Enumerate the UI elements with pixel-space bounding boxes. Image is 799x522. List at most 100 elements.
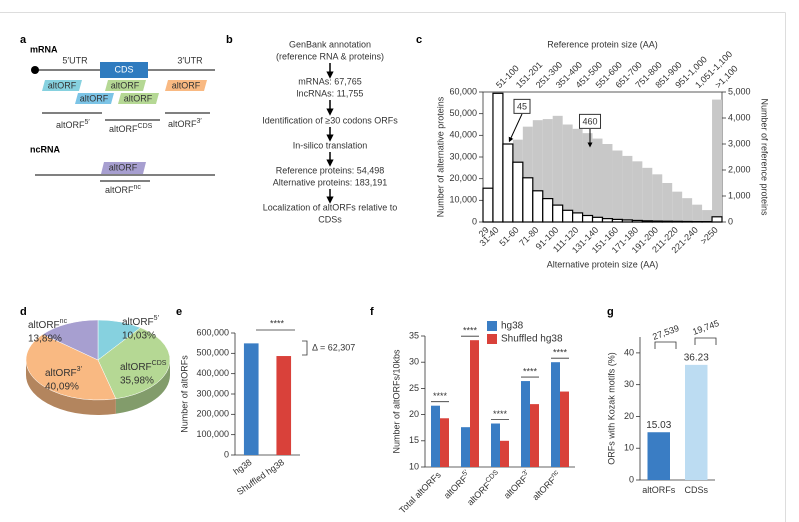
bar — [492, 92, 504, 223]
y2-tick-label: 1,000 — [728, 190, 751, 200]
y-tick-label: 30 — [624, 379, 634, 389]
pie-slice — [97, 327, 171, 400]
y-tick-label: 20,000 — [449, 173, 477, 183]
bar — [685, 364, 708, 480]
y-tick-label: 35 — [409, 330, 419, 340]
slice-value-label: 13,89% — [28, 334, 62, 345]
step-text: GenBank annotation — [289, 39, 371, 49]
bar — [692, 204, 703, 222]
step-text: Reference proteins: 54,498 — [276, 165, 385, 175]
group-sup: CDS — [138, 123, 153, 130]
y2-tick-label: 0 — [728, 216, 733, 226]
bar — [431, 405, 440, 467]
bar — [601, 218, 614, 223]
bar — [652, 174, 663, 222]
annotation: **** — [463, 326, 478, 336]
bar — [582, 133, 593, 222]
panel-label: a — [20, 34, 27, 46]
y-tick-label: 200,000 — [196, 409, 229, 419]
slice-value-label: 10,03% — [122, 331, 156, 342]
bar — [491, 423, 500, 467]
y-tick-label: 100,000 — [196, 429, 229, 439]
panel-label: f — [370, 306, 374, 318]
y-tick-label: 15 — [409, 435, 419, 445]
x-tick-label-base: CDSs — [684, 485, 708, 495]
slice-label-sup: nc — [60, 318, 68, 325]
bar — [622, 155, 633, 222]
y-axis-title: ORFs with Kozak motifs (%) — [606, 352, 616, 465]
bar — [482, 187, 494, 223]
y-tick-label: 30,000 — [449, 151, 477, 161]
y-tick-label: 25 — [409, 383, 419, 393]
bar — [712, 99, 722, 222]
utr-label: 5′UTR — [62, 55, 88, 65]
altorf-box — [118, 93, 159, 104]
value-label: 36.23 — [684, 353, 709, 364]
annotation: 45 — [517, 101, 527, 111]
x-tick-label: 51-60 — [498, 225, 521, 248]
step-text: Alternative proteins: 183,191 — [273, 177, 388, 187]
x-tick-label-base: hg38 — [232, 457, 254, 477]
cap — [31, 66, 39, 74]
y-tick-label: 20 — [409, 409, 419, 419]
bar — [591, 216, 604, 223]
bar — [512, 161, 524, 223]
y-tick-label: 50,000 — [449, 108, 477, 118]
legend-label: Shuffled hg38 — [501, 334, 563, 345]
altorf-label: altORF — [109, 162, 138, 172]
altorf-box — [165, 80, 207, 91]
bar — [532, 120, 543, 222]
pie-slice — [42, 319, 99, 361]
panel-label: c — [416, 34, 422, 46]
annotation-bracket — [302, 340, 308, 356]
bar — [552, 204, 564, 223]
bar — [243, 343, 259, 455]
bar — [500, 440, 509, 467]
annotation: Δ = 62,307 — [312, 342, 355, 352]
x-tick-label-sup: 5′ — [461, 468, 470, 477]
bar — [651, 220, 663, 223]
slice-label: altORFnc — [28, 318, 68, 331]
annotation-bracket — [694, 337, 717, 345]
step-text: In-silico translation — [293, 140, 368, 150]
altorf-label: altORF — [124, 93, 153, 103]
slice-label: altORF5′ — [122, 315, 160, 328]
group-label: altORFnc — [105, 184, 141, 196]
x-tick-label: >250 — [699, 225, 720, 246]
bar — [562, 124, 573, 222]
annotation: **** — [433, 391, 448, 401]
x-tick-label: Total altORFs — [397, 470, 443, 516]
bar — [671, 220, 683, 223]
bar — [602, 144, 613, 222]
slice-label-base: altORF — [120, 362, 152, 373]
panel-label: d — [20, 306, 27, 318]
legend-label: hg38 — [501, 321, 524, 332]
bar — [461, 427, 470, 467]
bar — [530, 404, 539, 467]
step-text: Localization of altORFs relative to — [263, 202, 398, 212]
x-tick-label: altORF3′ — [501, 468, 533, 500]
altorf-label: altORF — [172, 80, 201, 90]
bar — [632, 161, 643, 222]
group-label: altORFCDS — [109, 123, 153, 135]
bar — [581, 214, 594, 223]
bar — [592, 138, 603, 222]
group-label: altORF3′ — [168, 118, 202, 130]
annotation: **** — [493, 409, 508, 419]
y-axis-title: Number of altORFs — [179, 355, 189, 433]
x-tick-label-base: altORFs — [642, 485, 676, 495]
y-tick-label: 10 — [409, 461, 419, 471]
bar — [631, 219, 643, 223]
bar — [562, 209, 574, 223]
value-label: 15.03 — [646, 420, 671, 431]
annotation-box — [578, 113, 602, 129]
panel-label: e — [176, 306, 182, 318]
x2-axis-title: Reference protein size (AA) — [547, 39, 658, 49]
step-text: mRNAs: 67,765 — [298, 76, 362, 86]
x-tick-label-base: Total altORFs — [397, 470, 443, 516]
altorf-label: altORF — [111, 80, 140, 90]
legend-swatch — [487, 321, 497, 331]
y2-tick-label: 3,000 — [728, 138, 751, 148]
y-tick-label: 60,000 — [449, 86, 477, 96]
